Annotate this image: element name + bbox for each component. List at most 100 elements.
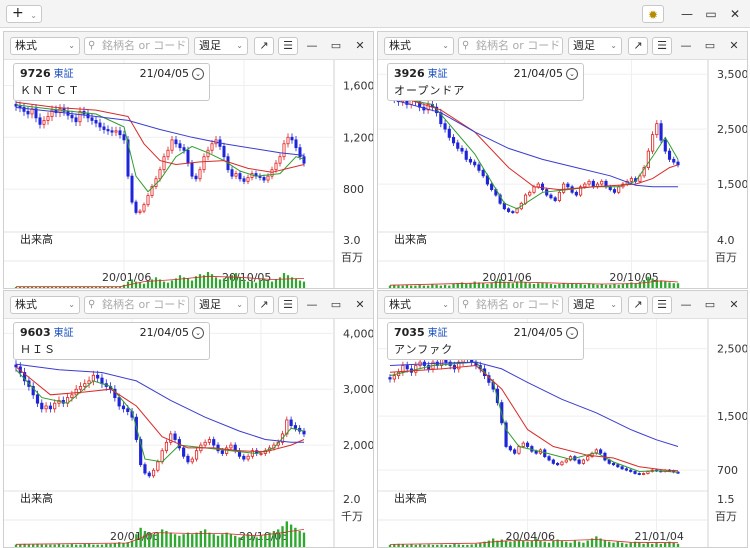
stock-chart[interactable]: 4,000 3,000 2,000 20/01/06 20/10/05 出来高 2.0 千万 xyxy=(4,319,373,547)
window-maximize-icon[interactable]: ▭ xyxy=(705,7,717,21)
expand-button[interactable]: ↗ xyxy=(628,296,648,314)
minimize-icon[interactable]: — xyxy=(680,39,692,52)
volume-bar xyxy=(612,542,615,547)
volume-bar xyxy=(436,544,439,547)
candle-body xyxy=(646,150,650,168)
symbol-search-input[interactable]: ⚲ 銘柄名 or コード xyxy=(458,37,563,55)
volume-bar xyxy=(78,286,82,288)
indicator-menu-button[interactable]: ☰ xyxy=(652,37,672,55)
market-select[interactable]: 株式 ⌄ xyxy=(384,37,454,55)
chevron-down-circle-icon[interactable]: ⌄ xyxy=(192,68,204,80)
period-select[interactable]: 週足 ⌄ xyxy=(194,37,248,55)
close-icon[interactable]: ✕ xyxy=(355,39,365,52)
symbol-search-input[interactable]: ⚲ 銘柄名 or コード xyxy=(84,37,189,55)
expand-button[interactable]: ↗ xyxy=(628,37,648,55)
indicator-menu-button[interactable]: ☰ xyxy=(652,296,672,314)
close-icon[interactable]: ✕ xyxy=(729,39,739,52)
candle xyxy=(490,182,494,192)
volume-bar xyxy=(62,544,65,547)
candle xyxy=(511,210,515,214)
candle-body xyxy=(138,210,142,213)
volume-bar xyxy=(174,278,178,288)
candle-body xyxy=(549,194,553,199)
candle xyxy=(612,187,617,195)
volume-bar xyxy=(268,532,271,547)
candle-body xyxy=(182,447,186,457)
volume-bar xyxy=(537,283,540,288)
candle-body xyxy=(270,169,274,177)
chevron-down-circle-icon[interactable]: ⌄ xyxy=(566,327,578,339)
candle-body xyxy=(642,167,646,177)
volume-bar xyxy=(659,543,662,547)
symbol-search-input[interactable]: ⚲ 銘柄名 or コード xyxy=(84,296,189,314)
minimize-icon[interactable]: — xyxy=(306,298,318,311)
window-minimize-icon[interactable]: — xyxy=(681,7,693,21)
search-icon: ⚲ xyxy=(88,40,96,51)
volume-bar xyxy=(617,284,620,288)
candle-body xyxy=(146,195,150,206)
expand-button[interactable]: ↗ xyxy=(254,296,274,314)
candle xyxy=(102,122,106,134)
maximize-icon[interactable]: ▭ xyxy=(704,39,716,52)
market-select[interactable]: 株式 ⌄ xyxy=(10,296,80,314)
chevron-down-icon: ⌄ xyxy=(68,300,75,309)
market-select[interactable]: 株式 ⌄ xyxy=(10,37,80,55)
candle-body xyxy=(78,110,82,123)
volume-bar xyxy=(491,538,495,547)
candle-body xyxy=(53,402,57,410)
candle-body xyxy=(121,405,126,410)
maximize-icon[interactable]: ▭ xyxy=(330,39,342,52)
close-icon[interactable]: ✕ xyxy=(729,298,739,311)
candle-body xyxy=(517,446,521,454)
expand-button[interactable]: ↗ xyxy=(254,37,274,55)
indicator-menu-button[interactable]: ☰ xyxy=(278,37,298,55)
minimize-icon[interactable]: — xyxy=(306,39,318,52)
maximize-icon[interactable]: ▭ xyxy=(704,298,716,311)
volume-bar xyxy=(49,544,52,547)
candle-body xyxy=(46,116,50,121)
candle-body xyxy=(464,150,468,160)
volume-bar xyxy=(178,275,182,288)
candle-body xyxy=(169,433,173,443)
volume-label: 出来高 xyxy=(394,491,427,505)
candle-body xyxy=(194,450,199,460)
period-select[interactable]: 週足 ⌄ xyxy=(568,37,622,55)
symbol-search-input[interactable]: ⚲ 銘柄名 or コード xyxy=(458,296,563,314)
window-close-icon[interactable]: ✕ xyxy=(729,7,741,21)
volume-bar xyxy=(38,286,42,288)
settings-button[interactable]: ✹ xyxy=(642,5,664,23)
candle-body xyxy=(139,439,143,466)
volume-bar xyxy=(570,283,574,288)
volume-bar xyxy=(646,542,650,547)
chevron-down-circle-icon[interactable]: ⌄ xyxy=(192,327,204,339)
indicator-menu-button[interactable]: ☰ xyxy=(278,296,298,314)
candle xyxy=(290,133,294,144)
volume-bar xyxy=(286,275,290,288)
close-icon[interactable]: ✕ xyxy=(355,298,365,311)
period-select[interactable]: 週足 ⌄ xyxy=(568,296,622,314)
info-date: 21/04/05 xyxy=(139,326,189,339)
candle-body xyxy=(166,149,170,158)
expand-arrow-icon: ↗ xyxy=(259,298,269,311)
candle-body xyxy=(74,388,78,396)
market-select[interactable]: 株式 ⌄ xyxy=(384,296,454,314)
add-panel-button[interactable]: + ⌄ xyxy=(6,5,42,23)
stock-info-box: 3926 東証 21/04/05 ⌄ オープンドア xyxy=(387,63,584,101)
chevron-down-icon: ⌄ xyxy=(236,41,243,50)
volume-bar xyxy=(500,539,503,547)
candle-body xyxy=(259,453,263,455)
candle-body xyxy=(266,175,270,181)
long-moving-average-line xyxy=(389,98,678,188)
exchange-label: 東証 xyxy=(53,69,74,80)
volume-bar xyxy=(216,535,220,547)
candle-body xyxy=(568,456,573,461)
chevron-down-circle-icon[interactable]: ⌄ xyxy=(566,68,578,80)
minimize-icon[interactable]: — xyxy=(680,298,692,311)
volume-bar xyxy=(498,279,502,288)
stock-info-box: 7035 東証 21/04/05 ⌄ アンファク xyxy=(387,322,584,360)
volume-bar xyxy=(545,283,548,288)
candle xyxy=(530,444,534,453)
maximize-icon[interactable]: ▭ xyxy=(330,298,342,311)
period-select[interactable]: 週足 ⌄ xyxy=(194,296,248,314)
search-placeholder: 銘柄名 or コード xyxy=(476,39,561,52)
